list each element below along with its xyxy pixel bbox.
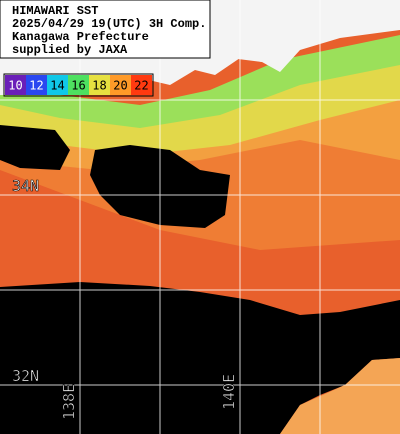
cloud	[0, 125, 70, 170]
legend-label: 14	[50, 79, 64, 93]
header-line: HIMAWARI SST	[12, 4, 98, 18]
legend-swatch	[131, 75, 152, 95]
legend-swatch	[110, 75, 131, 95]
legend-label: 12	[29, 79, 43, 93]
lon-label: 138E	[60, 384, 78, 420]
sea-green-band	[0, 35, 400, 128]
header-box	[0, 0, 211, 59]
legend-swatch	[47, 75, 68, 95]
header-line: Kanagawa Prefecture	[12, 30, 149, 44]
header-line: supplied by JAXA	[12, 43, 128, 57]
legend-frame	[3, 73, 154, 97]
header-line: 2025/04/29 19(UTC) 3H Comp.	[12, 17, 206, 31]
sea-southeast	[280, 358, 400, 434]
legend-label: 18	[92, 79, 106, 93]
peninsula	[230, 40, 262, 62]
lon-label: 140E	[220, 374, 238, 410]
legend-swatch	[5, 75, 26, 95]
legend: 10 12 14 16 18 20 22	[3, 73, 154, 97]
legend-swatch	[68, 75, 89, 95]
lat-label: 32N	[12, 367, 39, 385]
legend-label: 10	[8, 79, 22, 93]
lat-label: 34N	[12, 177, 39, 195]
legend-label: 20	[113, 79, 127, 93]
legend-swatch	[89, 75, 110, 95]
legend-label: 16	[71, 79, 85, 93]
legend-swatch	[26, 75, 47, 95]
legend-label: 22	[134, 79, 148, 93]
cloud	[0, 282, 400, 434]
